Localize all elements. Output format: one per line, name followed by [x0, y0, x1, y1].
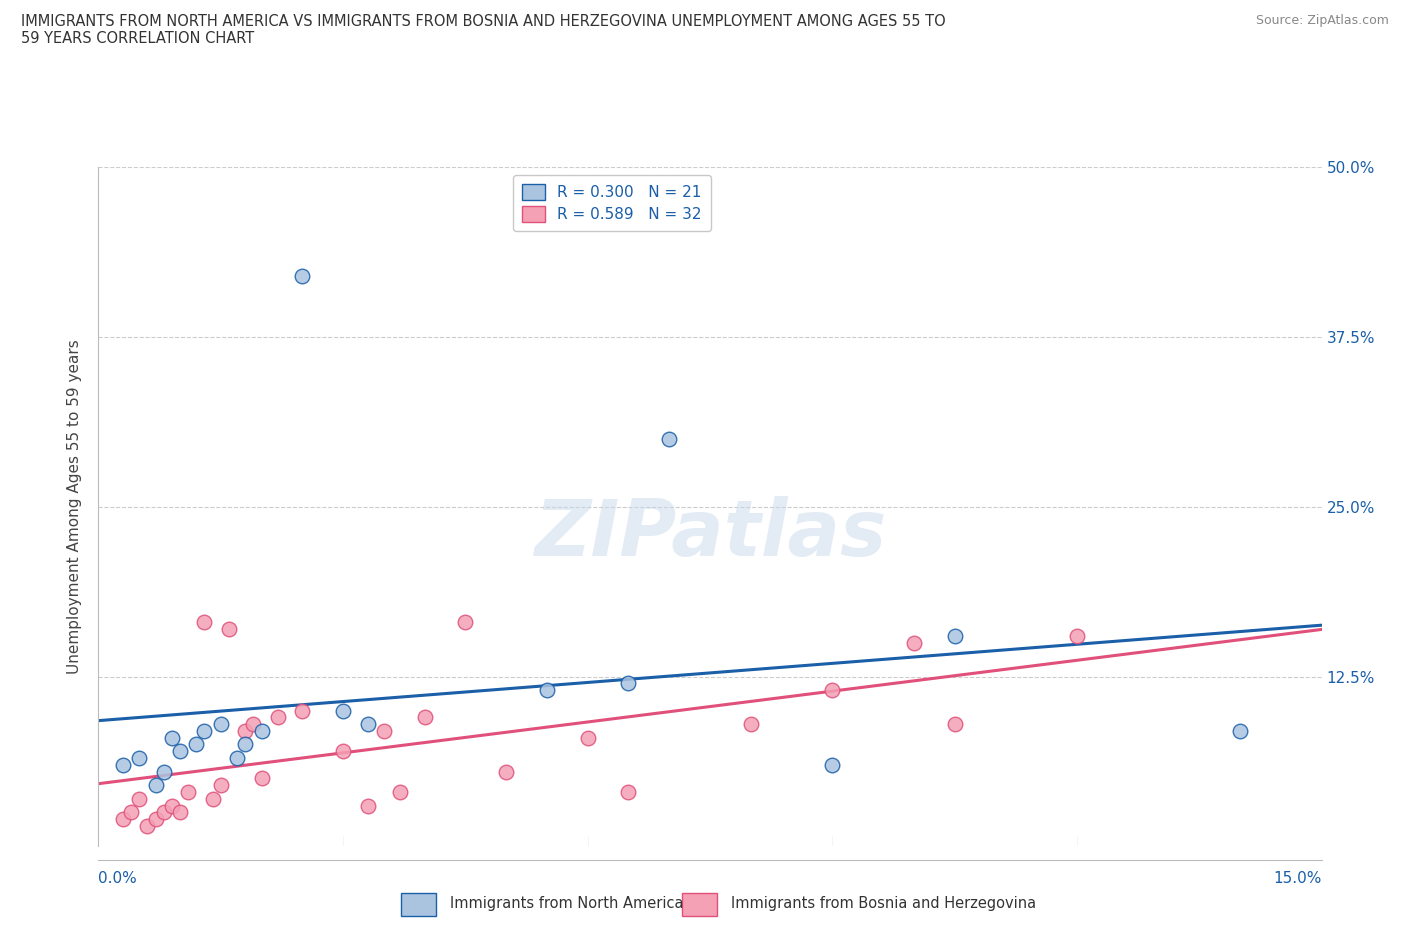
Text: 0.0%: 0.0% [98, 871, 138, 886]
Point [128, 791, 150, 806]
Point [209, 717, 232, 732]
Point [111, 812, 134, 827]
Text: ZIPatlas: ZIPatlas [534, 496, 886, 572]
Point [152, 805, 174, 820]
Point [136, 818, 159, 833]
Point [145, 777, 167, 792]
Point [373, 724, 395, 738]
Text: Immigrants from North America: Immigrants from North America [450, 897, 683, 911]
Point [943, 717, 966, 732]
Point [128, 751, 150, 765]
Point [617, 785, 640, 800]
Point [201, 791, 224, 806]
Point [332, 744, 354, 759]
Point [740, 717, 762, 732]
Point [120, 805, 142, 820]
Point [389, 785, 412, 800]
Point [356, 717, 378, 732]
Point [903, 635, 925, 650]
Point [658, 432, 681, 446]
Point [821, 683, 844, 698]
Point [160, 730, 183, 745]
Point [291, 703, 314, 718]
Point [177, 785, 200, 800]
Point [413, 710, 436, 724]
Point [1229, 724, 1251, 738]
Point [454, 615, 477, 630]
Point [145, 812, 167, 827]
Point [356, 798, 378, 813]
Point [152, 764, 174, 779]
Point [209, 777, 232, 792]
Text: Immigrants from Bosnia and Herzegovina: Immigrants from Bosnia and Herzegovina [731, 897, 1036, 911]
Point [267, 710, 290, 724]
Point [218, 621, 240, 636]
Point [617, 676, 640, 691]
Point [169, 744, 191, 759]
Text: IMMIGRANTS FROM NORTH AMERICA VS IMMIGRANTS FROM BOSNIA AND HERZEGOVINA UNEMPLOY: IMMIGRANTS FROM NORTH AMERICA VS IMMIGRA… [21, 14, 946, 46]
Point [250, 724, 273, 738]
Point [250, 771, 273, 786]
Point [111, 757, 134, 772]
Point [291, 269, 314, 284]
Point [1066, 629, 1088, 644]
Point [193, 724, 215, 738]
Point [226, 751, 249, 765]
Text: Source: ZipAtlas.com: Source: ZipAtlas.com [1256, 14, 1389, 27]
Point [576, 730, 599, 745]
Point [233, 724, 256, 738]
Point [186, 737, 208, 752]
Point [242, 717, 264, 732]
Point [536, 683, 558, 698]
Legend: R = 0.300   N = 21, R = 0.589   N = 32: R = 0.300 N = 21, R = 0.589 N = 32 [513, 175, 711, 232]
Point [193, 615, 215, 630]
Point [332, 703, 354, 718]
Point [821, 757, 844, 772]
Point [169, 805, 191, 820]
Point [233, 737, 256, 752]
Point [943, 629, 966, 644]
Y-axis label: Unemployment Among Ages 55 to 59 years: Unemployment Among Ages 55 to 59 years [67, 339, 83, 674]
Point [495, 764, 517, 779]
Text: 15.0%: 15.0% [1274, 871, 1322, 886]
Point [160, 798, 183, 813]
